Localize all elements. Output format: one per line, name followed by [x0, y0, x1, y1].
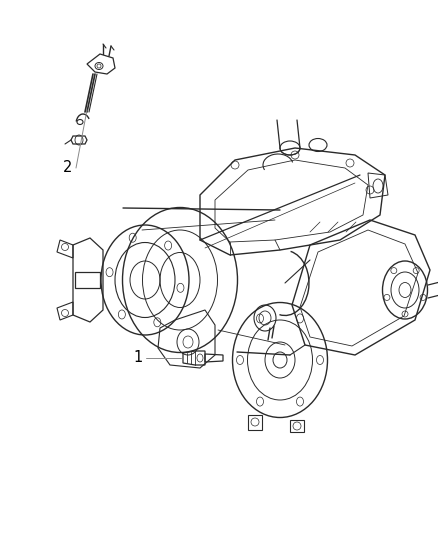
Text: 1: 1 — [134, 351, 143, 366]
Text: 2: 2 — [64, 160, 73, 175]
